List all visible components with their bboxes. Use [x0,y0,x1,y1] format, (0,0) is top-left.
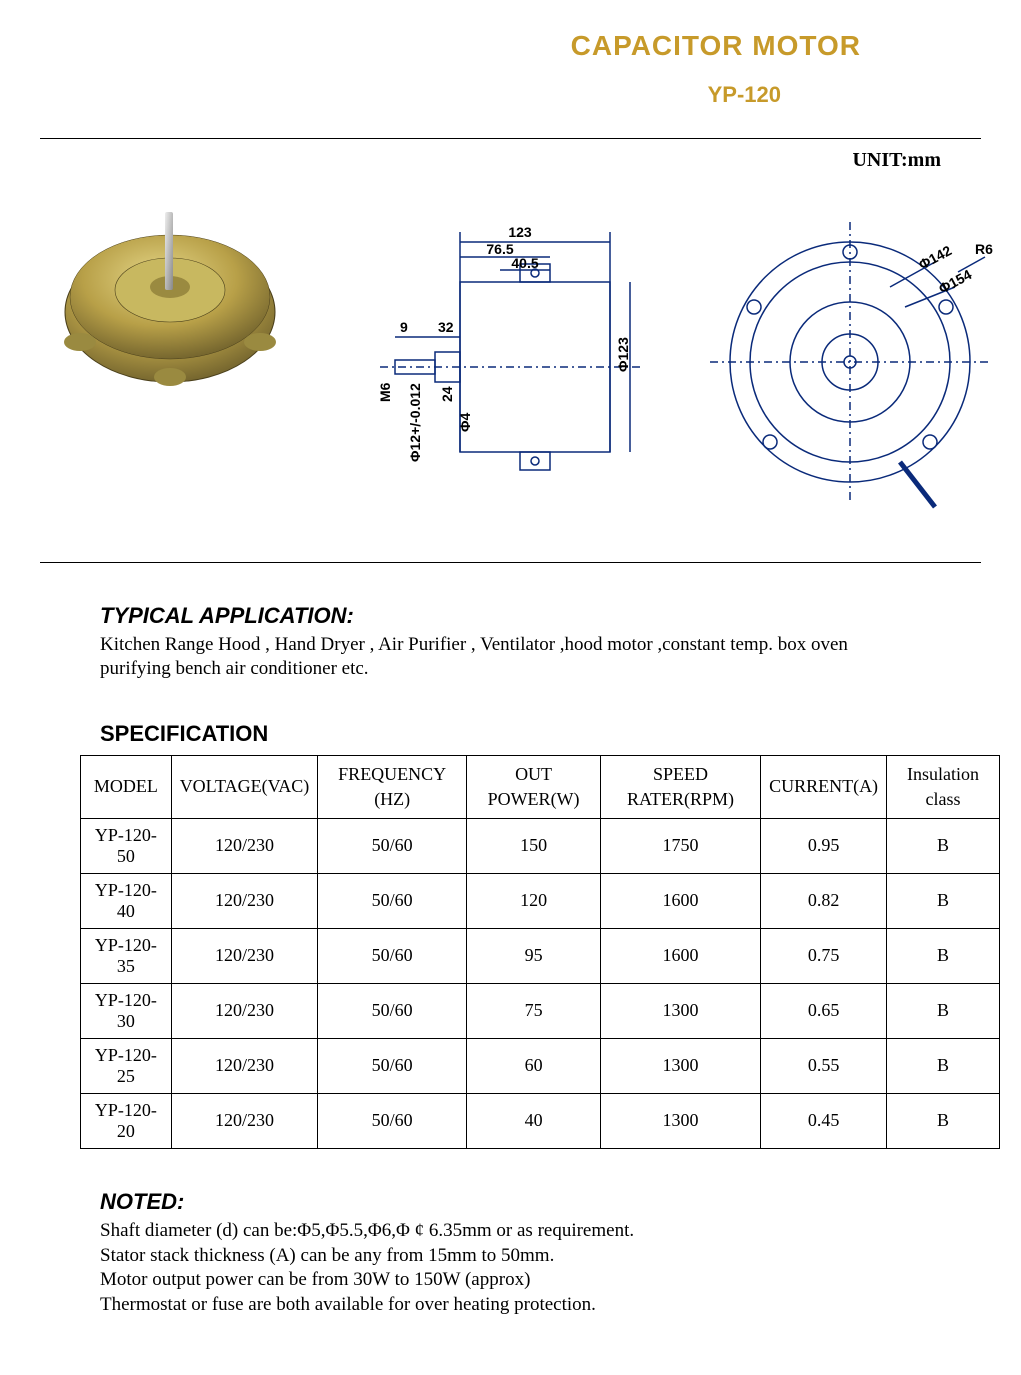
table-cell: 120/230 [171,818,318,873]
noted-lines: Shaft diameter (d) can be:Φ5,Φ5.5,Φ6,Φ ¢… [100,1219,921,1318]
table-cell: B [887,1038,1000,1093]
table-cell: YP-120-40 [81,873,172,928]
specification-table: MODEL VOLTAGE(VAC) FREQUENCY (HZ) OUT PO… [80,755,1000,1149]
table-cell: 0.82 [761,873,887,928]
table-cell: B [887,818,1000,873]
table-cell: 120/230 [171,873,318,928]
dim-32: 32 [438,319,454,335]
table-cell: 1750 [601,818,761,873]
table-cell: YP-120-25 [81,1038,172,1093]
table-cell: 50/60 [318,1038,467,1093]
dim-r6: R6 [975,241,993,257]
table-cell: B [887,1093,1000,1148]
title-block: CAPACITOR MOTOR YP-120 [40,30,981,108]
table-cell: 0.45 [761,1093,887,1148]
dim-phi123: Φ123 [615,337,631,372]
table-cell: 0.65 [761,983,887,1038]
dim-24: 24 [439,386,455,402]
table-cell: B [887,983,1000,1038]
table-row: YP-120-35120/23050/609516000.75B [81,928,1000,983]
table-cell: 50/60 [318,983,467,1038]
technical-drawing-front: Φ142 Φ154 R6 [700,212,1000,512]
sub-title: YP-120 [40,82,901,108]
specification-heading: SPECIFICATION [100,721,921,747]
table-row: YP-120-30120/23050/607513000.65B [81,983,1000,1038]
dim-9: 9 [400,319,408,335]
noted-line: Shaft diameter (d) can be:Φ5,Φ5.5,Φ6,Φ ¢… [100,1219,921,1244]
noted-line: Thermostat or fuse are both available fo… [100,1293,921,1318]
table-cell: B [887,873,1000,928]
product-photo [40,182,300,402]
page: CAPACITOR MOTOR YP-120 UNIT:mm [0,0,1021,1368]
table-cell: 50/60 [318,873,467,928]
dim-123: 123 [508,224,532,240]
table-cell: 1600 [601,928,761,983]
table-cell: 120/230 [171,928,318,983]
table-cell: 50/60 [318,818,467,873]
table-cell: B [887,928,1000,983]
noted-heading: NOTED: [100,1189,921,1215]
application-heading: TYPICAL APPLICATION: [100,603,921,629]
table-row: YP-120-50120/23050/6015017500.95B [81,818,1000,873]
divider-mid [40,562,981,563]
col-power: OUT POWER(W) [467,755,601,818]
table-cell: 1300 [601,1038,761,1093]
col-speed: SPEED RATER(RPM) [601,755,761,818]
table-cell: 50/60 [318,1093,467,1148]
dim-76-5: 76.5 [486,241,513,257]
table-row: YP-120-20120/23050/604013000.45B [81,1093,1000,1148]
col-model: MODEL [81,755,172,818]
dim-phi154: Φ154 [936,266,974,297]
noted-line: Motor output power can be from 30W to 15… [100,1268,921,1293]
table-cell: 120 [467,873,601,928]
dim-m6: M6 [377,382,393,402]
table-cell: 120/230 [171,1038,318,1093]
table-cell: 95 [467,928,601,983]
col-voltage: VOLTAGE(VAC) [171,755,318,818]
technical-drawing-side: 123 76.5 40.5 9 32 24 M6 Φ12+/-0.012 Φ4 … [340,202,680,522]
specification-section: SPECIFICATION [100,721,921,747]
table-row: YP-120-25120/23050/606013000.55B [81,1038,1000,1093]
noted-section: NOTED: Shaft diameter (d) can be:Φ5,Φ5.5… [100,1189,921,1318]
table-row: YP-120-40120/23050/6012016000.82B [81,873,1000,928]
table-header-row: MODEL VOLTAGE(VAC) FREQUENCY (HZ) OUT PO… [81,755,1000,818]
col-insulation: Insulation class [887,755,1000,818]
table-cell: 120/230 [171,1093,318,1148]
noted-line: Stator stack thickness (A) can be any fr… [100,1244,921,1269]
table-cell: 50/60 [318,928,467,983]
table-cell: YP-120-20 [81,1093,172,1148]
table-cell: 0.75 [761,928,887,983]
table-cell: 75 [467,983,601,1038]
col-current: CURRENT(A) [761,755,887,818]
table-cell: 0.55 [761,1038,887,1093]
table-body: YP-120-50120/23050/6015017500.95BYP-120-… [81,818,1000,1148]
table-cell: 1300 [601,1093,761,1148]
table-cell: 150 [467,818,601,873]
table-cell: 1600 [601,873,761,928]
application-section: TYPICAL APPLICATION: Kitchen Range Hood … [100,603,921,681]
table-cell: 60 [467,1038,601,1093]
unit-label: UNIT:mm [40,149,981,172]
divider-top [40,138,981,139]
table-cell: 0.95 [761,818,887,873]
col-frequency: FREQUENCY (HZ) [318,755,467,818]
dim-phi12: Φ12+/-0.012 [407,383,423,462]
table-cell: 40 [467,1093,601,1148]
dim-phi142: Φ142 [916,242,954,273]
dim-phi4: Φ4 [457,413,473,432]
table-cell: 120/230 [171,983,318,1038]
diagram-area: 123 76.5 40.5 9 32 24 M6 Φ12+/-0.012 Φ4 … [40,182,981,542]
table-cell: YP-120-35 [81,928,172,983]
application-text: Kitchen Range Hood , Hand Dryer , Air Pu… [100,633,921,681]
dim-40-5: 40.5 [511,255,538,271]
table-cell: YP-120-50 [81,818,172,873]
table-cell: 1300 [601,983,761,1038]
main-title: CAPACITOR MOTOR [571,30,901,62]
table-cell: YP-120-30 [81,983,172,1038]
